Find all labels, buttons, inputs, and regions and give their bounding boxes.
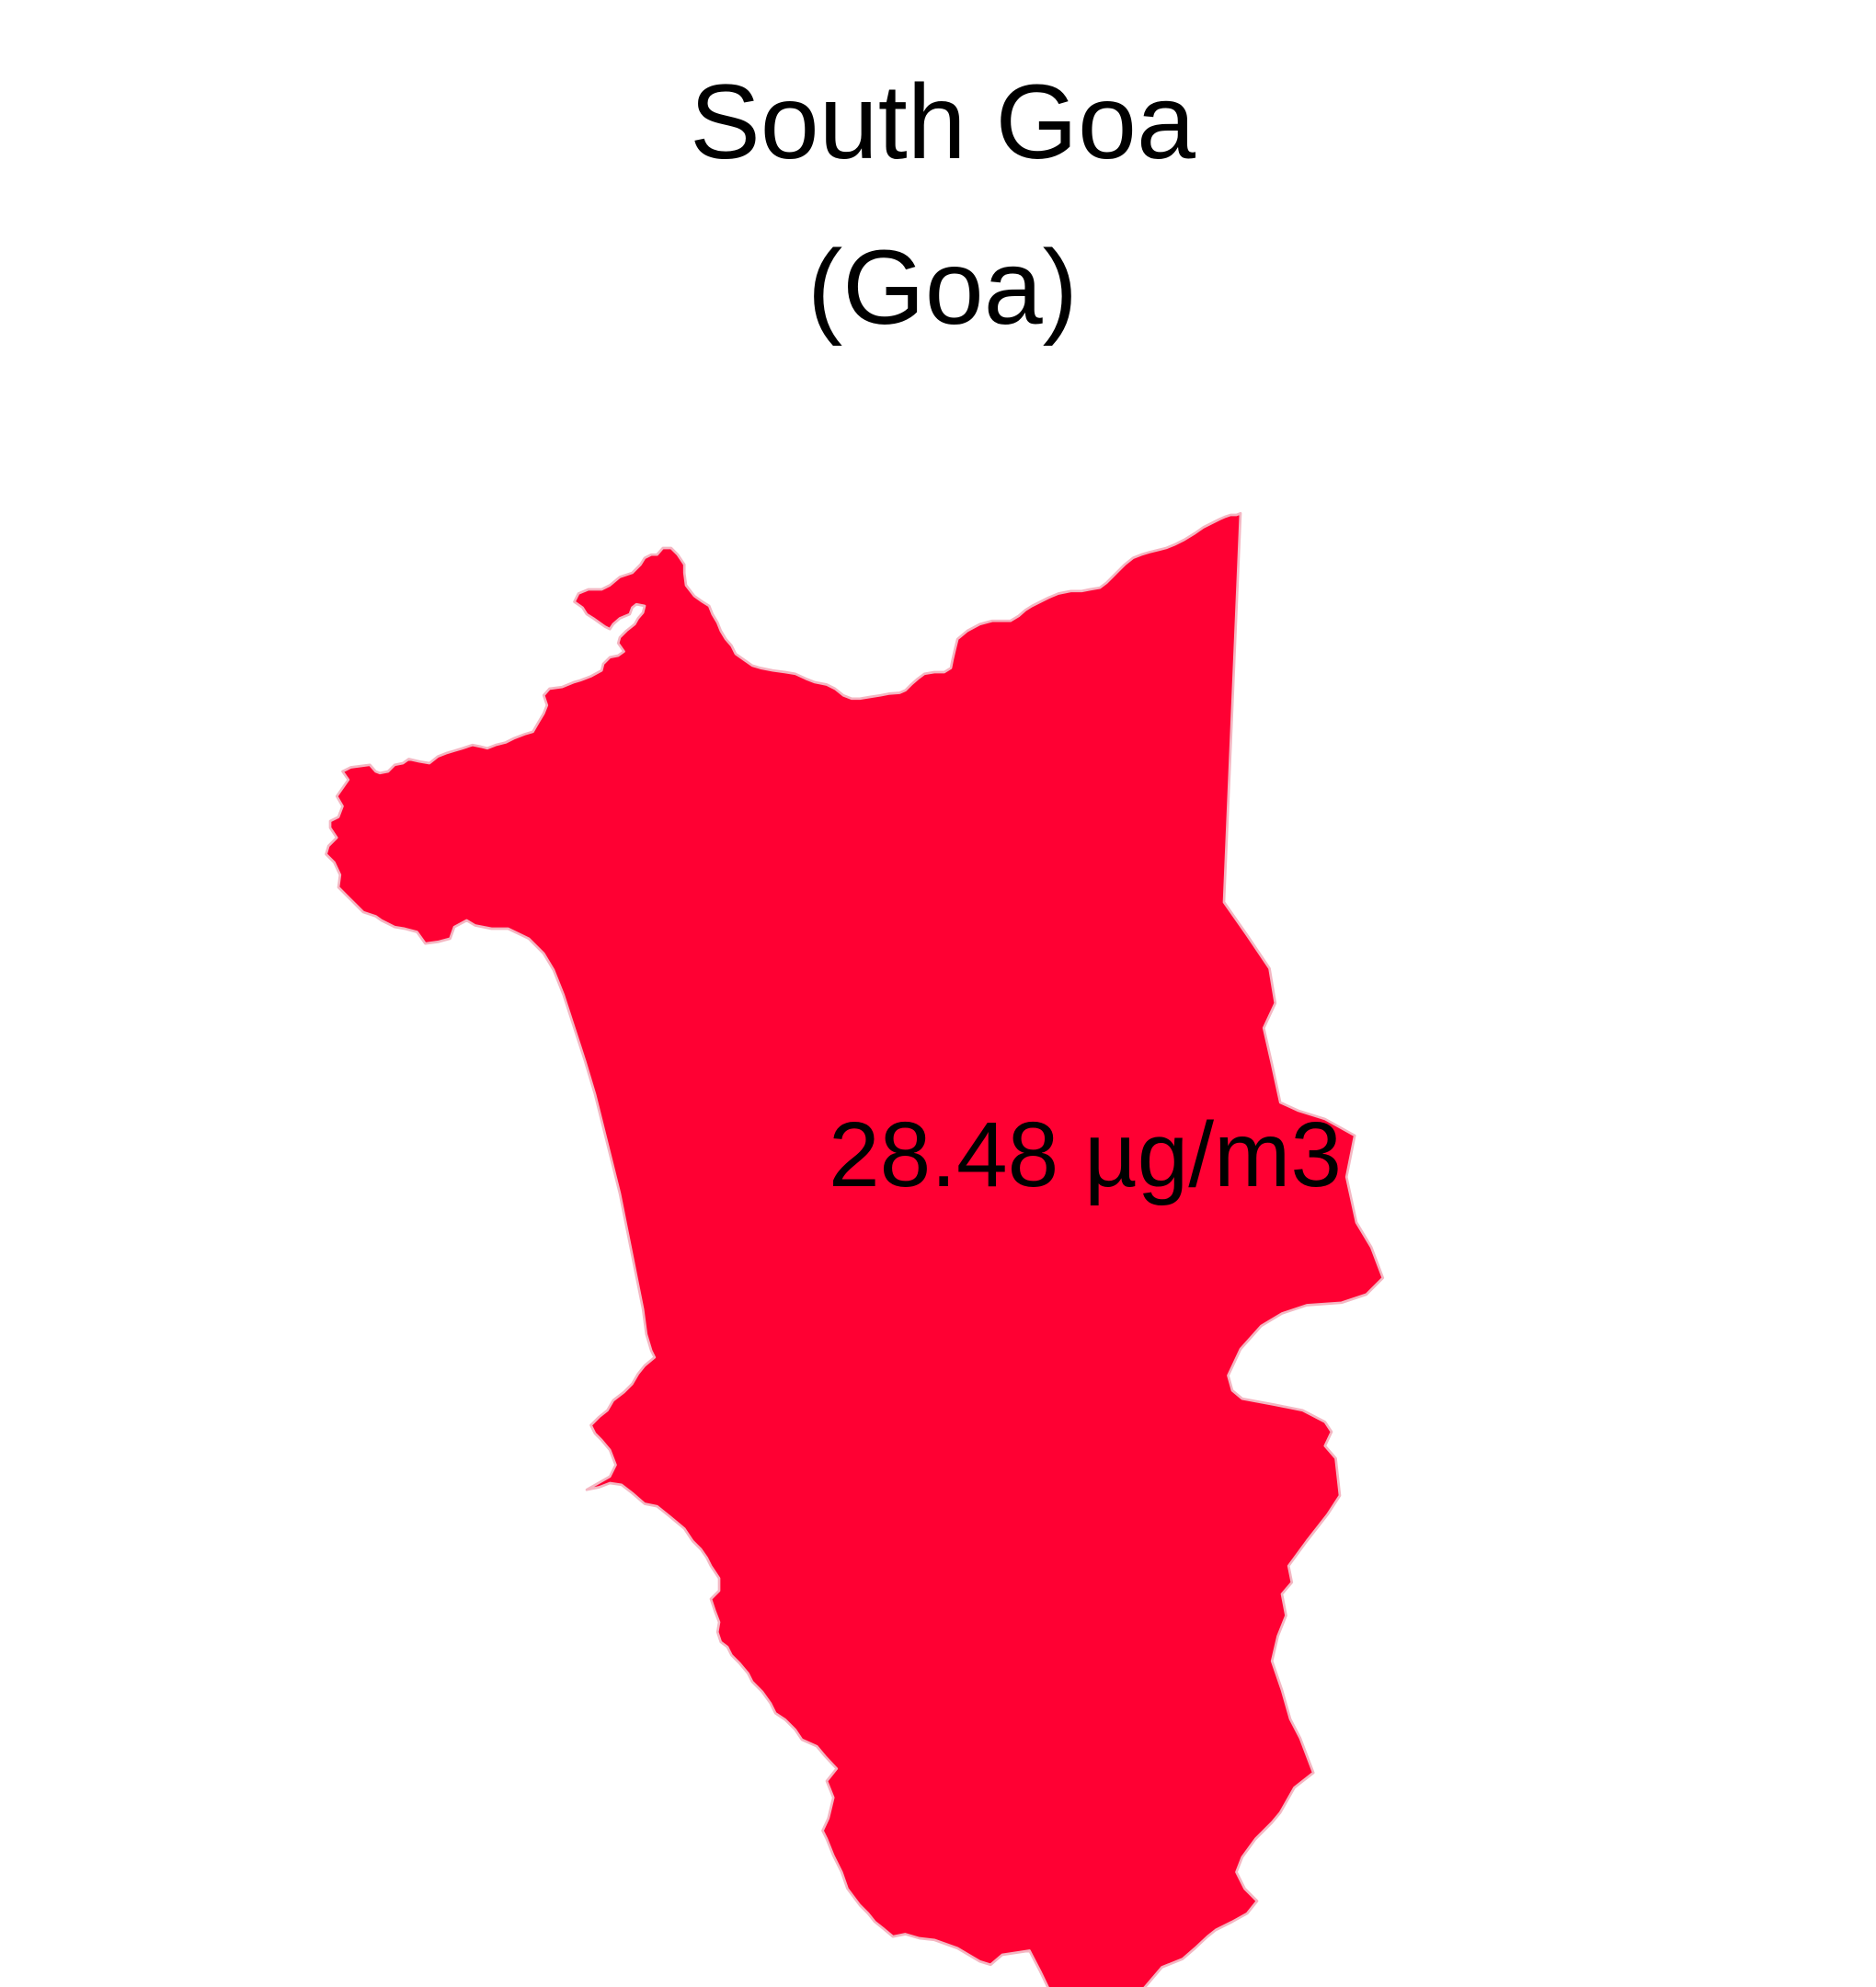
district-region — [325, 511, 1385, 1987]
district-shape — [325, 511, 1385, 1987]
map-subtitle: (Goa) — [807, 229, 1078, 347]
map-title: South Goa — [690, 63, 1195, 181]
pollution-value-label: 28.48 µg/m3 — [829, 1103, 1342, 1206]
